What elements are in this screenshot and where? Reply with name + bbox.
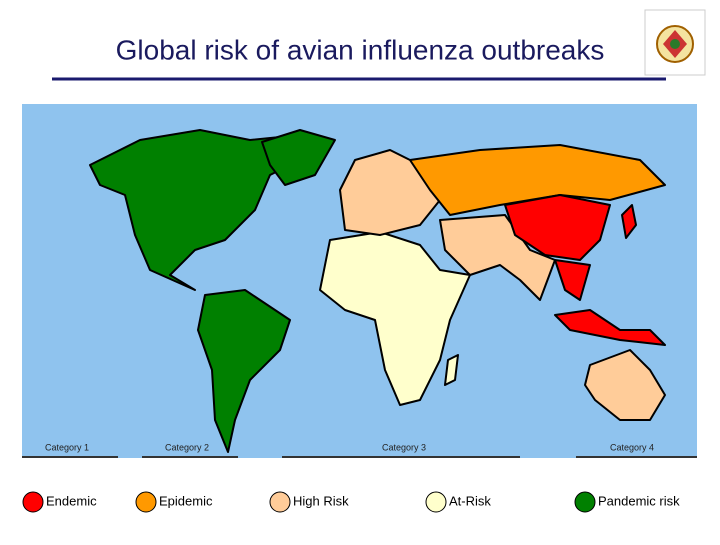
legend-swatch <box>135 491 157 513</box>
slide-title: Global risk of avian influenza outbreaks <box>116 34 605 65</box>
australia <box>584 349 666 421</box>
legend-swatch <box>574 491 596 513</box>
category-label: Category 2 <box>165 442 209 452</box>
category-labels: Category 1 Category 2 Category 3 Category 4 <box>22 442 697 458</box>
logo <box>644 9 706 76</box>
legend-swatch <box>425 491 447 513</box>
legend-swatch <box>22 491 44 513</box>
china <box>504 194 611 261</box>
legend-label: Endemic <box>46 493 97 508</box>
russia <box>409 144 666 216</box>
southeast-asia <box>554 259 591 301</box>
legend: Endemic Epidemic High Risk At-Risk Pandemic … <box>22 491 680 513</box>
south-america <box>197 289 291 453</box>
madagascar <box>444 354 459 386</box>
indonesia <box>554 309 666 346</box>
legend-label: Pandemic risk <box>598 493 680 508</box>
japan <box>621 204 637 239</box>
category-label: Category 4 <box>610 442 654 452</box>
legend-swatch <box>269 491 291 513</box>
category-label: Category 3 <box>382 442 426 452</box>
greenland <box>261 129 336 186</box>
north-america <box>89 129 321 291</box>
world-map <box>89 129 666 453</box>
legend-label: At-Risk <box>449 493 491 508</box>
africa <box>319 231 471 406</box>
category-label: Category 1 <box>45 442 89 452</box>
legend-label: High Risk <box>293 493 349 508</box>
legend-label: Epidemic <box>159 493 213 508</box>
